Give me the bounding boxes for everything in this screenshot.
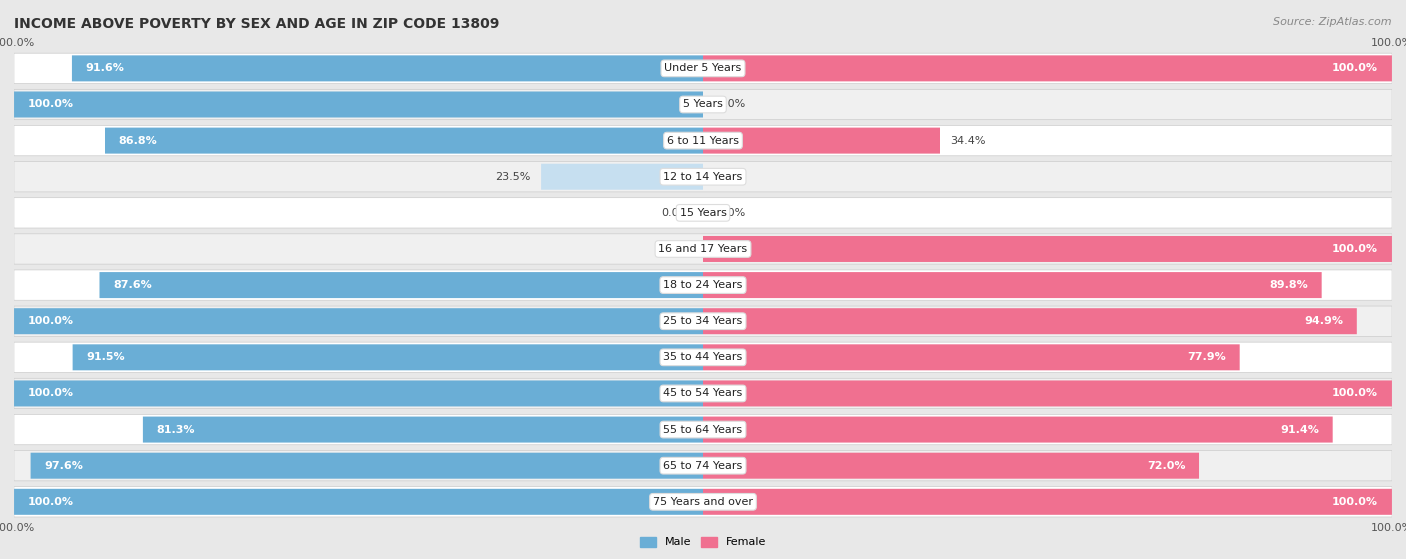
- Text: 34.4%: 34.4%: [950, 136, 986, 145]
- Text: 0.0%: 0.0%: [717, 100, 745, 110]
- Text: 0.0%: 0.0%: [661, 208, 689, 218]
- FancyBboxPatch shape: [14, 125, 1392, 156]
- Text: 0.0%: 0.0%: [717, 208, 745, 218]
- FancyBboxPatch shape: [31, 453, 703, 479]
- FancyBboxPatch shape: [14, 451, 1392, 481]
- FancyBboxPatch shape: [703, 344, 1240, 370]
- Text: 75 Years and over: 75 Years and over: [652, 497, 754, 507]
- Text: 0.0%: 0.0%: [717, 172, 745, 182]
- FancyBboxPatch shape: [14, 198, 1392, 228]
- Text: 91.5%: 91.5%: [86, 352, 125, 362]
- Text: 100.0%: 100.0%: [28, 389, 75, 399]
- Text: 45 to 54 Years: 45 to 54 Years: [664, 389, 742, 399]
- Text: 23.5%: 23.5%: [495, 172, 531, 182]
- Text: 6 to 11 Years: 6 to 11 Years: [666, 136, 740, 145]
- Text: 81.3%: 81.3%: [156, 425, 195, 434]
- FancyBboxPatch shape: [541, 164, 703, 190]
- FancyBboxPatch shape: [14, 308, 703, 334]
- Text: 100.0%: 100.0%: [1331, 63, 1378, 73]
- Text: 100.0%: 100.0%: [1331, 389, 1378, 399]
- FancyBboxPatch shape: [703, 308, 1357, 334]
- FancyBboxPatch shape: [14, 414, 1392, 445]
- Text: 15 Years: 15 Years: [679, 208, 727, 218]
- Text: 89.8%: 89.8%: [1270, 280, 1308, 290]
- FancyBboxPatch shape: [703, 127, 941, 154]
- Text: 65 to 74 Years: 65 to 74 Years: [664, 461, 742, 471]
- FancyBboxPatch shape: [14, 378, 1392, 409]
- FancyBboxPatch shape: [703, 453, 1199, 479]
- FancyBboxPatch shape: [14, 487, 1392, 517]
- FancyBboxPatch shape: [105, 127, 703, 154]
- Text: 72.0%: 72.0%: [1147, 461, 1185, 471]
- Text: 16 and 17 Years: 16 and 17 Years: [658, 244, 748, 254]
- Text: 94.9%: 94.9%: [1303, 316, 1343, 326]
- Text: 35 to 44 Years: 35 to 44 Years: [664, 352, 742, 362]
- Text: 100.0%: 100.0%: [28, 497, 75, 507]
- FancyBboxPatch shape: [14, 342, 1392, 372]
- FancyBboxPatch shape: [703, 55, 1392, 82]
- FancyBboxPatch shape: [703, 272, 1322, 298]
- Text: 100.0%: 100.0%: [1331, 244, 1378, 254]
- Text: 97.6%: 97.6%: [45, 461, 83, 471]
- FancyBboxPatch shape: [14, 89, 1392, 120]
- Text: Under 5 Years: Under 5 Years: [665, 63, 741, 73]
- FancyBboxPatch shape: [14, 489, 703, 515]
- Text: 5 Years: 5 Years: [683, 100, 723, 110]
- FancyBboxPatch shape: [14, 53, 1392, 83]
- FancyBboxPatch shape: [14, 162, 1392, 192]
- FancyBboxPatch shape: [14, 92, 703, 117]
- FancyBboxPatch shape: [73, 344, 703, 370]
- FancyBboxPatch shape: [14, 270, 1392, 300]
- FancyBboxPatch shape: [703, 489, 1392, 515]
- Text: 77.9%: 77.9%: [1187, 352, 1226, 362]
- FancyBboxPatch shape: [143, 416, 703, 443]
- Text: 87.6%: 87.6%: [114, 280, 152, 290]
- Text: 100.0%: 100.0%: [28, 100, 75, 110]
- FancyBboxPatch shape: [14, 381, 703, 406]
- Text: 18 to 24 Years: 18 to 24 Years: [664, 280, 742, 290]
- FancyBboxPatch shape: [100, 272, 703, 298]
- Text: 55 to 64 Years: 55 to 64 Years: [664, 425, 742, 434]
- FancyBboxPatch shape: [72, 55, 703, 82]
- Text: 86.8%: 86.8%: [118, 136, 157, 145]
- Text: 100.0%: 100.0%: [1331, 497, 1378, 507]
- Text: 12 to 14 Years: 12 to 14 Years: [664, 172, 742, 182]
- Text: Source: ZipAtlas.com: Source: ZipAtlas.com: [1274, 17, 1392, 27]
- Legend: Male, Female: Male, Female: [636, 532, 770, 552]
- FancyBboxPatch shape: [14, 234, 1392, 264]
- FancyBboxPatch shape: [703, 416, 1333, 443]
- Text: INCOME ABOVE POVERTY BY SEX AND AGE IN ZIP CODE 13809: INCOME ABOVE POVERTY BY SEX AND AGE IN Z…: [14, 17, 499, 31]
- FancyBboxPatch shape: [14, 306, 1392, 337]
- Text: 100.0%: 100.0%: [28, 316, 75, 326]
- Text: 91.6%: 91.6%: [86, 63, 125, 73]
- Text: 0.0%: 0.0%: [661, 244, 689, 254]
- Text: 25 to 34 Years: 25 to 34 Years: [664, 316, 742, 326]
- Text: 91.4%: 91.4%: [1279, 425, 1319, 434]
- FancyBboxPatch shape: [703, 236, 1392, 262]
- FancyBboxPatch shape: [703, 381, 1392, 406]
